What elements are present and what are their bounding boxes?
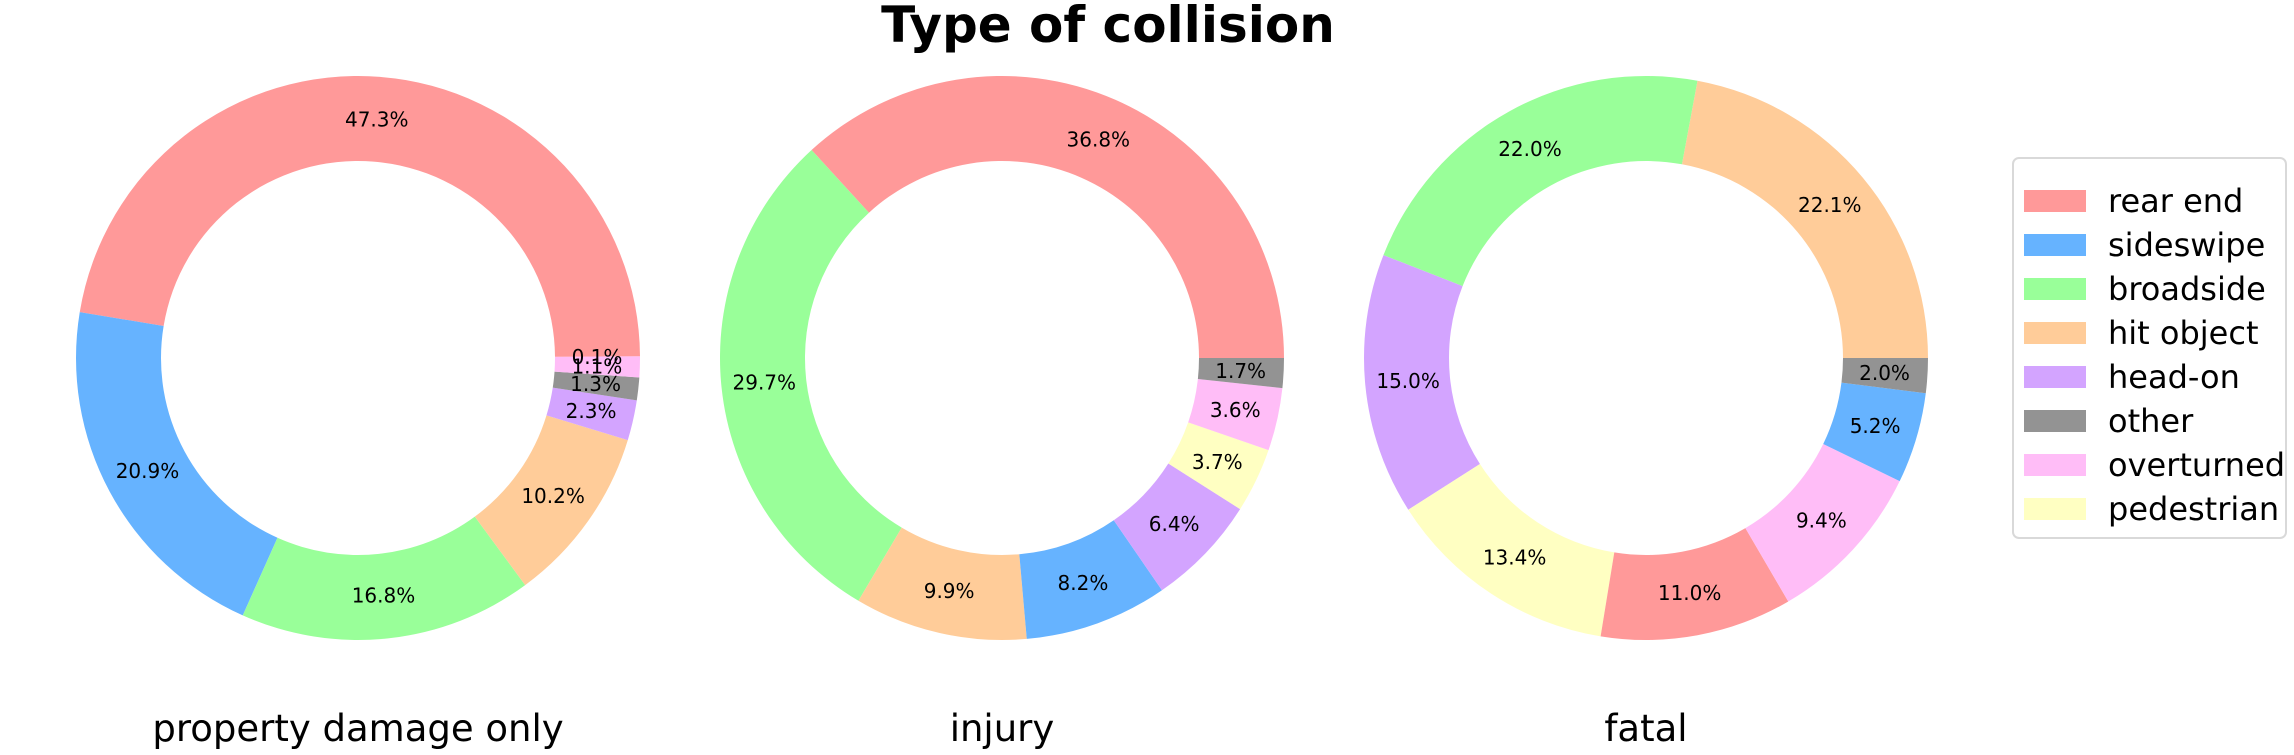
slice-overturned [554,356,640,358]
subplot-label-injury: injury [950,707,1055,750]
slice-other [552,371,640,401]
slice-label-sideswipe: 8.2% [1058,571,1109,595]
slice-hit-object [1681,80,1928,359]
slice-label-overturned: 1.1% [571,354,622,378]
slice-broadside [242,516,526,640]
slice-hit-object [474,415,628,586]
slice-label-rear-end: 11.0% [1658,581,1722,605]
slice-label-hit-object: 9.9% [924,579,975,603]
slice-label-head-on: 6.4% [1149,512,1200,536]
slice-other [1841,358,1928,394]
slice-other [1197,358,1284,389]
slice-hit-object [858,527,1027,640]
slice-label-broadside: 22.0% [1498,137,1562,161]
slice-label-sideswipe: 5.2% [1850,414,1901,438]
slice-label-pedestrian: 13.4% [1483,546,1547,570]
slice-label-other: 1.3% [570,372,621,396]
slice-label-head-on: 2.3% [566,399,617,423]
slice-label-hit-object: 22.1% [1798,193,1862,217]
legend-label-overturned: overturned [2108,446,2285,484]
slice-label-overturned: 3.6% [1210,398,1261,422]
slice-label-other: 1.7% [1215,359,1266,383]
slice-overturned [554,358,640,378]
slice-sideswipe [76,312,278,616]
slice-rear-end [1600,528,1789,640]
slice-label-broadside: 16.8% [352,584,416,608]
legend: rear end sideswipe broadside hit object head… [2012,157,2287,539]
legend-label-pedestrian: pedestrian [2108,490,2279,528]
slice-broadside [1383,75,1698,287]
slice-label-hit-object: 10.2% [521,484,585,508]
legend-label-sideswipe: sideswipe [2108,226,2265,264]
slice-label-head-on: 15.0% [1376,369,1440,393]
legend-swatch-head-on [2024,366,2086,388]
slice-label-overturned: 9.4% [1796,508,1847,532]
slice-label-other: 2.0% [1859,361,1910,385]
slice-label-rear-end: 47.3% [345,108,409,132]
legend-label-hit-object: hit object [2108,314,2259,352]
slice-label-sideswipe: 20.9% [116,459,180,483]
slice-rear-end [811,76,1284,358]
subplot-label-property-damage-only: property damage only [152,707,563,750]
legend-swatch-sideswipe [2024,234,2086,256]
slice-label-broadside: 29.7% [733,371,797,395]
legend-swatch-broadside [2024,278,2086,300]
slice-broadside [720,150,902,601]
slice-head-on [546,387,637,441]
legend-swatch-overturned [2024,454,2086,476]
chart-title: Type of collision [881,0,1335,54]
slice-head-on [1364,255,1480,510]
legend-label-rear-end: rear end [2108,182,2243,220]
slice-pedestrian [1168,422,1269,510]
slice-label-rear-end: 36.8% [1067,127,1131,151]
legend-swatch-other [2024,410,2086,432]
donut-injury: 36.8% 29.7% 9.9% 8.2% 6.4% 3.7% 3.6% 1.7% [720,76,1284,640]
slice-sideswipe [1019,520,1162,639]
legend-swatch-hit-object [2024,322,2086,344]
subplot-label-fatal: fatal [1604,707,1687,750]
legend-label-head-on: head-on [2108,358,2240,396]
legend-swatch-rear-end [2024,190,2086,212]
slice-pedestrian [1408,463,1615,637]
donut-fatal: 22.1% 22.0% 15.0% 13.4% 11.0% 9.4% 5.2% 2.0% [1364,75,1928,640]
slice-head-on [1113,463,1241,591]
legend-label-other: other [2108,402,2194,440]
slice-sideswipe [1823,382,1926,482]
slice-overturned [1745,444,1900,602]
slice-label-pedestrian: 3.7% [1192,450,1243,474]
slice-label-overturned: 0.1% [572,345,623,369]
slice-overturned [1188,379,1283,451]
legend-swatch-pedestrian [2024,498,2086,520]
slice-rear-end [79,75,640,357]
legend-label-broadside: broadside [2108,270,2266,308]
donut-property-damage-only: 0.1% 47.3% 20.9% 16.8% 10.2% 2.3% 1.3%1.1% [76,75,640,640]
